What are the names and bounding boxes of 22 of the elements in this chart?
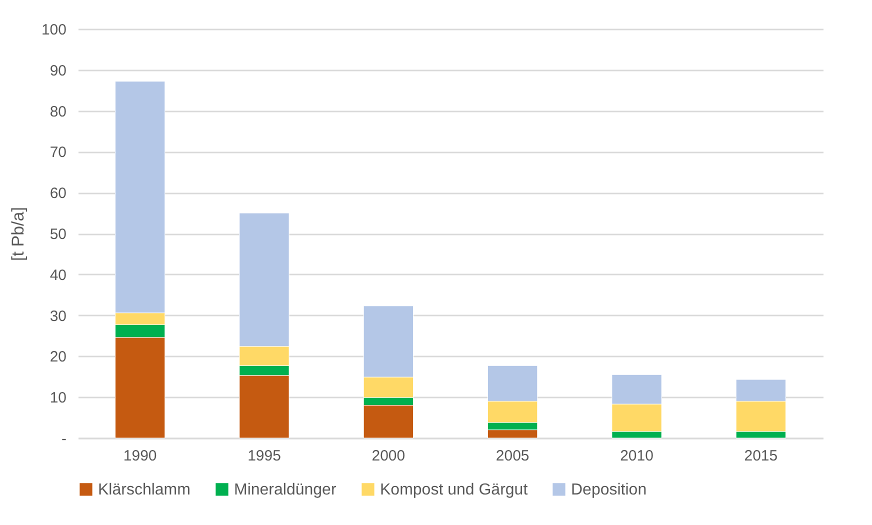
x-tick-label: 2010	[620, 448, 654, 464]
x-tick-label: 2005	[496, 448, 530, 464]
x-tick-label: 1995	[248, 448, 281, 464]
y-tick-label: 30	[50, 308, 66, 325]
legend-label: Deposition	[571, 481, 647, 498]
x-tick-label: 2000	[372, 448, 406, 464]
y-tick-label: 80	[50, 103, 66, 120]
y-tick-label: 60	[50, 185, 66, 202]
y-tick-label: 90	[50, 62, 66, 80]
x-tick-label: 2015	[744, 448, 778, 464]
y-tick-label: 70	[50, 144, 66, 162]
y-tick-label: 10	[50, 390, 66, 407]
legend-label: Kompost und Gärgut	[380, 481, 528, 498]
y-tick-label: 40	[50, 266, 66, 284]
y-tick-label: 20	[50, 348, 66, 366]
y-axis-title: [t Pb/a]	[8, 207, 28, 261]
y-tick-label: -	[62, 430, 66, 448]
y-tick-label: 50	[50, 226, 66, 243]
x-tick-label: 1990	[123, 448, 157, 464]
y-tick-label: 100	[41, 22, 66, 38]
legend-label: Klärschlamm	[98, 481, 190, 498]
legend-label: Mineraldünger	[234, 481, 337, 498]
